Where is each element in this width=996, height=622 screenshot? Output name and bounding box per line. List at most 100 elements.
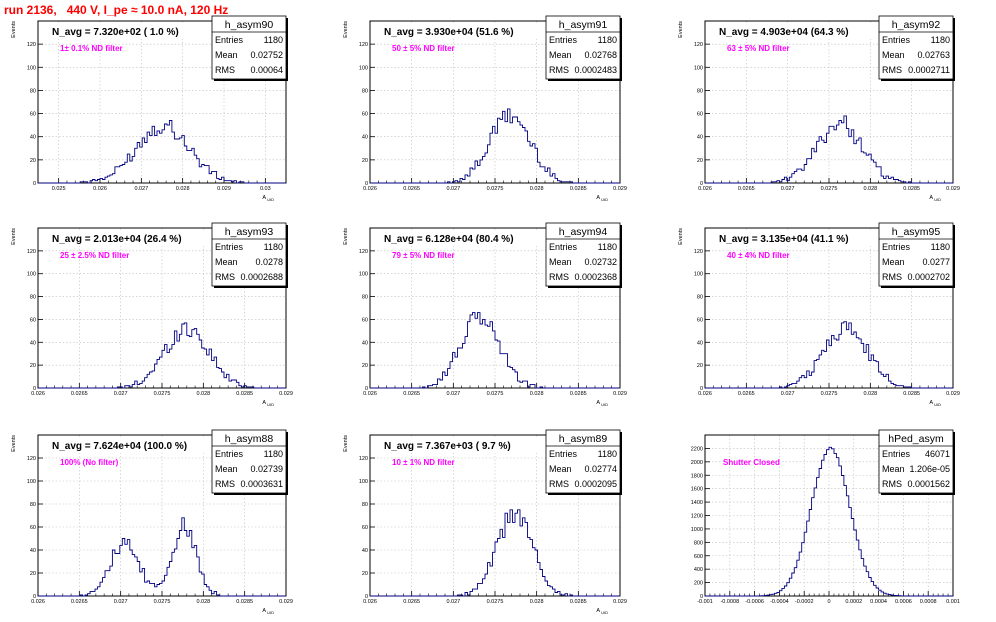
histogram-name: h_asym93 (225, 226, 274, 238)
x-tick-label: 0.029 (279, 391, 293, 397)
stats-rms-value: 0.0002711 (908, 65, 950, 75)
y-tick-label: 120 (359, 42, 368, 48)
stats-entries-value: 1180 (264, 35, 283, 45)
y-tick-label: 100 (27, 479, 36, 485)
y-tick-label: 20 (30, 571, 36, 577)
y-tick-label: 80 (30, 502, 36, 508)
x-axis-title: A UID (596, 195, 608, 202)
y-tick-label: 0 (365, 594, 368, 600)
x-tick-label: 0.027 (446, 391, 460, 397)
stats-entries-label: Entries (882, 449, 911, 459)
y-tick-label: 40 (697, 135, 703, 141)
x-tick-label: 0.028 (196, 391, 210, 397)
stats-entries-value: 1180 (931, 242, 950, 252)
stats-shadow (214, 79, 288, 81)
stats-mean-value: 1.206e-05 (909, 464, 950, 474)
histogram-panel: -0.001 -0.0008 -0.0006 -0.0004 -0.0002 0 0.000… (691, 429, 960, 605)
stats-mean-label: Mean (549, 50, 572, 60)
histogram-series (705, 446, 953, 597)
x-tick-label: 0.0275 (487, 599, 504, 605)
y-tick-label: 40 (30, 340, 36, 346)
histogram-name: h_asym88 (225, 433, 274, 445)
x-tick-label: 0.001 (946, 599, 960, 605)
x-tick-label: 0.028 (530, 391, 544, 397)
stats-entries-value: 1180 (264, 242, 283, 252)
x-axis-title: A UID (262, 400, 274, 407)
histogram-series (38, 322, 286, 389)
histogram-panel: 0.026 0.0265 0.027 0.0275 0.028 0.0285 0.029 0 2… (11, 429, 293, 615)
y-tick-label: 100 (359, 65, 368, 71)
navg-header: N_avg = 7.367e+03 ( 9.7 %) (384, 441, 511, 452)
y-axis-title: Events (11, 21, 17, 38)
x-tick-label: 0.0265 (403, 599, 420, 605)
stats-rms-value: 0.0002688 (240, 272, 283, 282)
header-box (372, 437, 540, 453)
x-tick-label: -0.001 (697, 599, 713, 605)
stats-shadow (953, 18, 955, 81)
stats-shadow (620, 225, 622, 288)
x-tick-label: 0.027 (446, 186, 460, 192)
stats-shadow (881, 286, 955, 288)
y-tick-label: 80 (697, 295, 703, 301)
stats-shadow (620, 18, 622, 81)
y-axis-title: Events (343, 435, 349, 452)
x-tick-label: 0.0008 (920, 599, 937, 605)
navg-header: N_avg = 3.930e+04 (51.6 %) (384, 27, 514, 38)
x-tick-label: 0.0265 (403, 391, 420, 397)
header-box (40, 230, 208, 246)
stats-rms-value: 0.0002483 (574, 65, 617, 75)
x-tick-label: 0.027 (134, 186, 148, 192)
stats-mean-value: 0.02739 (250, 464, 283, 474)
y-tick-label: 60 (30, 317, 36, 323)
y-tick-label: 120 (359, 456, 368, 462)
filter-annotation: 25 ± 2.5% ND filter (60, 251, 129, 260)
y-axis-title: Events (11, 435, 17, 452)
x-tick-label: 0.0275 (154, 599, 171, 605)
x-tick-label: 0.0275 (821, 391, 838, 397)
x-axis-title: A UID (596, 400, 608, 407)
x-tick-label: 0.029 (217, 186, 231, 192)
histogram-series (38, 517, 286, 597)
y-tick-label: 1600 (691, 487, 703, 493)
plot-frame (37, 20, 287, 184)
stats-shadow (548, 286, 622, 288)
y-tick-label: 20 (362, 571, 368, 577)
stats-mean-label: Mean (882, 50, 905, 60)
filter-annotation: 40 ± 4% ND filter (727, 251, 790, 260)
x-tick-label: 0.028 (176, 186, 190, 192)
x-tick-label: 0.03 (260, 186, 271, 192)
filter-annotation: 50 ± 5% ND filter (392, 44, 455, 53)
stats-shadow (214, 286, 288, 288)
y-tick-label: 80 (697, 88, 703, 94)
x-tick-label: 0.027 (446, 599, 460, 605)
histogram-series (38, 120, 286, 184)
histogram-panel: 0.026 0.0265 0.027 0.0275 0.028 0.0285 0.029 0 2… (678, 15, 960, 202)
y-tick-label: 120 (694, 42, 703, 48)
histogram-name: h_asym90 (225, 19, 274, 31)
y-tick-label: 60 (30, 112, 36, 118)
y-tick-label: 0 (700, 181, 703, 187)
stats-mean-label: Mean (215, 464, 238, 474)
x-tick-label: 0.0265 (403, 186, 420, 192)
navg-header: N_avg = 7.320e+02 ( 1.0 %) (52, 27, 179, 38)
x-tick-label: 0.028 (530, 599, 544, 605)
y-tick-label: 0 (33, 386, 36, 392)
x-tick-label: 0.027 (781, 186, 795, 192)
x-tick-label: 0.028 (863, 391, 877, 397)
y-tick-label: 0 (365, 386, 368, 392)
x-tick-label: 0.025 (52, 186, 66, 192)
x-tick-label: 0.027 (781, 391, 795, 397)
stats-entries-label: Entries (549, 449, 578, 459)
stats-shadow (881, 79, 955, 81)
histogram-name: h_asym91 (559, 19, 608, 31)
header-box (40, 23, 208, 39)
stats-shadow (953, 432, 955, 495)
stats-rms-label: RMS (549, 479, 569, 489)
y-tick-label: 60 (697, 317, 703, 323)
stats-entries-label: Entries (215, 242, 244, 252)
histogram-name: hPed_asym (888, 433, 944, 445)
y-tick-label: 100 (359, 479, 368, 485)
y-tick-label: 100 (694, 272, 703, 278)
histogram-panel: 0.026 0.0265 0.027 0.0275 0.028 0.0285 0.029 0 2… (678, 222, 960, 407)
x-tick-label: -0.0006 (745, 599, 764, 605)
